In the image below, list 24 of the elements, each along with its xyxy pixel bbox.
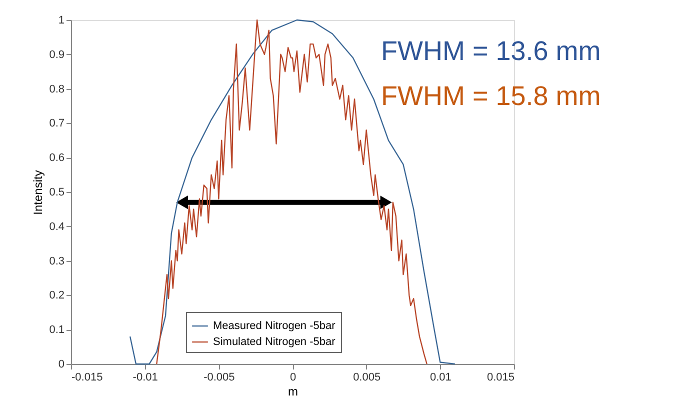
- annotation: FWHM = 13.6 mm: [381, 36, 601, 66]
- legend-label: Measured Nitrogen -5bar: [213, 320, 336, 332]
- y-tick-label: 0.6: [49, 152, 64, 164]
- x-tick-label: -0.005: [204, 372, 235, 384]
- y-tick-label: 0.1: [49, 324, 64, 336]
- y-tick-label: 0.5: [49, 186, 64, 198]
- y-tick-label: 1: [58, 14, 64, 26]
- x-tick-label: 0.015: [486, 372, 514, 384]
- y-tick-label: 0.4: [49, 220, 64, 233]
- y-tick-label: 0.2: [49, 290, 64, 302]
- x-tick-label: 0: [290, 372, 296, 384]
- x-tick-label: 0.01: [430, 372, 452, 384]
- y-axis-title: Intensity: [31, 170, 46, 215]
- x-tick-label: -0.01: [132, 372, 158, 384]
- y-tick-label: 0.9: [49, 48, 64, 61]
- y-tick-label: 0.7: [49, 118, 64, 130]
- x-tick-label: -0.015: [72, 372, 103, 384]
- legend-label: Simulated Nitrogen -5bar: [213, 336, 336, 348]
- y-tick-label: 0.8: [49, 83, 64, 96]
- annotation: FWHM = 15.8 mm: [381, 81, 601, 111]
- x-axis-title: m: [288, 384, 298, 398]
- y-tick-label: 0: [58, 358, 64, 370]
- x-tick-label: 0.005: [353, 372, 381, 384]
- y-tick-label: 0.3: [49, 255, 64, 268]
